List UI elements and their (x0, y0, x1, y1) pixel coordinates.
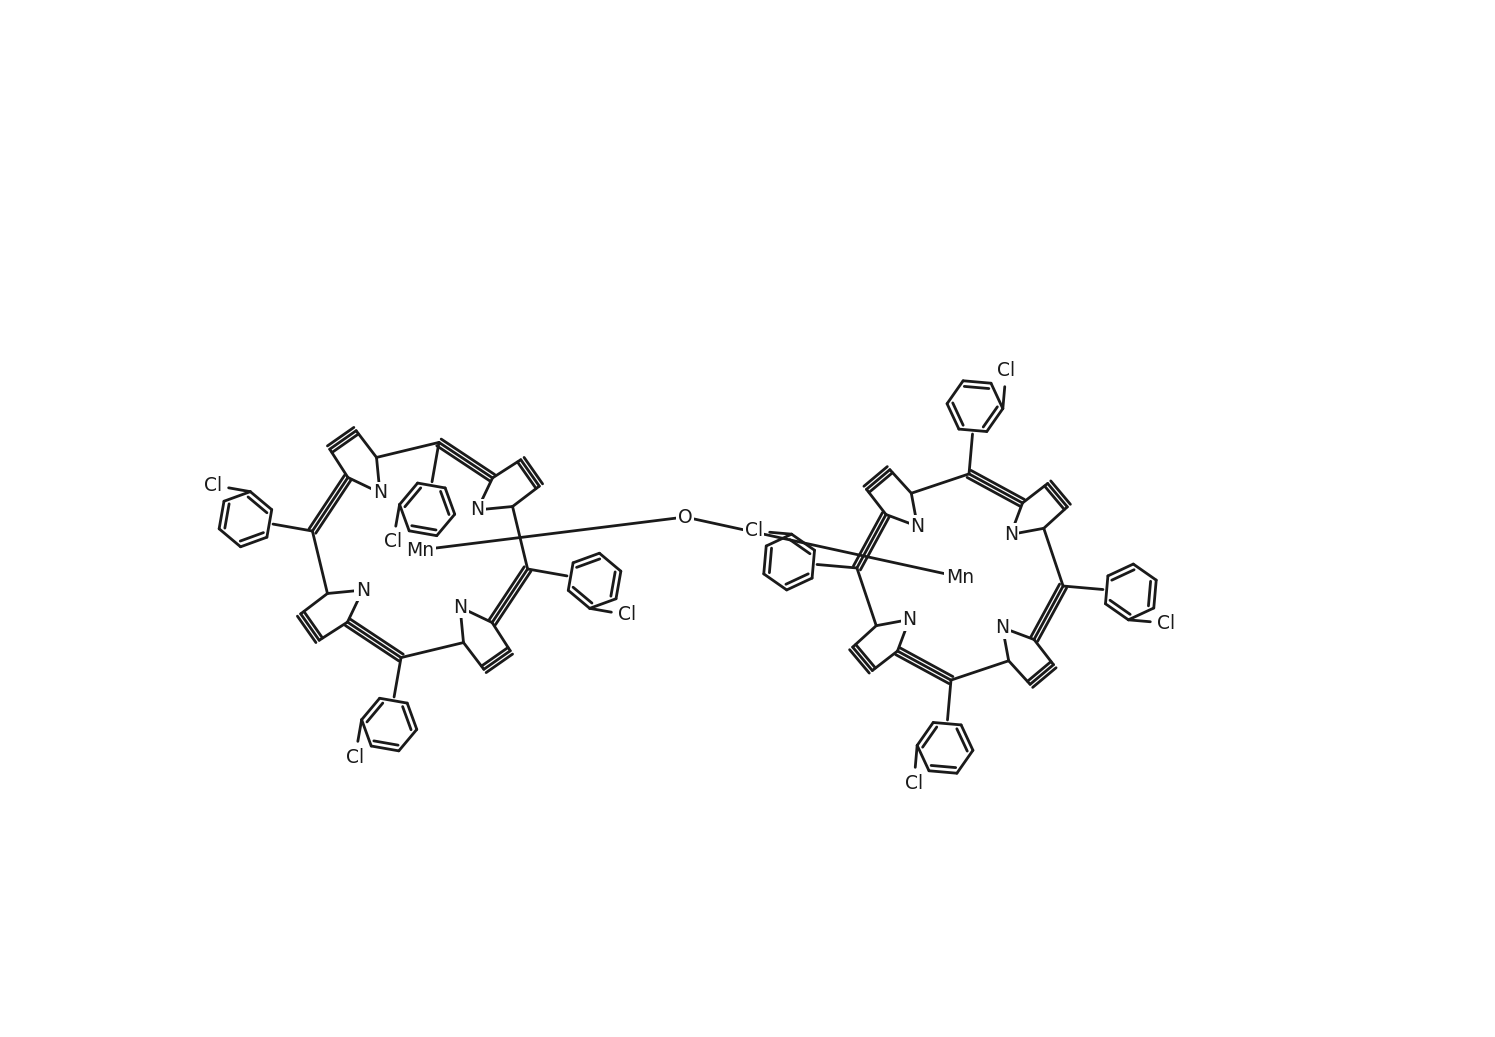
Text: Cl: Cl (384, 532, 402, 552)
Text: Mn: Mn (407, 540, 434, 560)
Text: N: N (910, 516, 924, 536)
Text: Mn: Mn (946, 567, 975, 587)
Text: N: N (469, 501, 484, 520)
Text: N: N (356, 581, 369, 599)
Text: Cl: Cl (1157, 614, 1175, 633)
Text: Cl: Cl (745, 522, 762, 540)
Text: Cl: Cl (345, 748, 365, 766)
Text: N: N (372, 483, 387, 502)
Text: N: N (996, 618, 1009, 637)
Text: Cl: Cl (997, 361, 1015, 381)
Text: N: N (453, 597, 466, 617)
Text: N: N (1003, 525, 1018, 544)
Text: Cl: Cl (203, 476, 221, 495)
Text: Cl: Cl (617, 606, 637, 624)
Text: Cl: Cl (904, 774, 922, 792)
Text: O: O (677, 507, 692, 527)
Text: N: N (903, 610, 916, 629)
